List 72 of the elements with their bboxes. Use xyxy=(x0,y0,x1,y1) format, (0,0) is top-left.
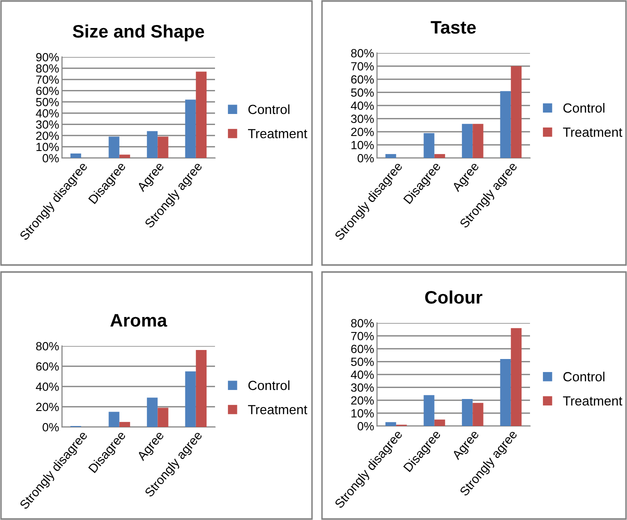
bar xyxy=(434,420,446,426)
legend-label: Treatment xyxy=(563,128,622,137)
bar xyxy=(119,154,130,158)
y-tick-label: 50% xyxy=(36,98,59,106)
bar xyxy=(424,133,434,158)
y-tick-label: 40% xyxy=(350,102,374,110)
bar xyxy=(385,422,396,426)
y-tick-label: 60% xyxy=(36,362,59,371)
y-tick-label: 80% xyxy=(36,342,59,350)
y-tick-label: 10% xyxy=(36,142,59,152)
y-tick-label: 10% xyxy=(351,409,374,418)
y-tick-label: 70% xyxy=(351,62,374,71)
bar xyxy=(424,395,434,426)
y-tick-label: 70% xyxy=(351,332,374,340)
y-tick-label: 50% xyxy=(351,358,374,366)
y-tick-label: 0% xyxy=(358,422,374,430)
y-tick-label: 20% xyxy=(351,128,374,136)
bar xyxy=(185,100,196,158)
y-tick-label: 80% xyxy=(351,319,374,328)
bar xyxy=(196,72,207,158)
y-tick-label: 60% xyxy=(36,86,59,96)
legend-label: Control xyxy=(248,104,290,114)
bar xyxy=(119,422,130,427)
bar xyxy=(146,398,158,427)
y-tick-label: 90% xyxy=(36,53,59,62)
bar xyxy=(510,328,522,426)
y-tick-label: 20% xyxy=(36,132,59,140)
y-tick-label: 30% xyxy=(351,114,374,124)
bar xyxy=(108,136,120,158)
y-tick-label: 50% xyxy=(351,88,374,97)
y-tick-label: 60% xyxy=(351,75,374,84)
bar xyxy=(510,66,522,158)
y-tick-label: 0% xyxy=(42,423,59,432)
y-tick-label: 40% xyxy=(36,382,59,391)
bar xyxy=(70,154,82,158)
bar xyxy=(434,154,446,158)
bar xyxy=(196,350,207,427)
legend-label: Treatment xyxy=(248,129,308,138)
legend-label: Control xyxy=(248,380,290,390)
bar xyxy=(158,408,168,427)
y-tick-label: 40% xyxy=(350,370,374,379)
y-tick-label: 0% xyxy=(42,154,59,162)
chart-title: Aroma xyxy=(110,314,168,327)
legend-label: Treatment xyxy=(563,396,622,406)
bar xyxy=(158,136,168,158)
bar xyxy=(462,124,473,158)
bar xyxy=(500,359,511,426)
y-tick-label: 40% xyxy=(36,109,59,118)
bar xyxy=(385,154,396,158)
y-tick-label: 70% xyxy=(36,75,59,84)
y-tick-label: 60% xyxy=(351,344,374,354)
chart-title: Colour xyxy=(425,290,482,304)
y-tick-label: 20% xyxy=(351,396,374,405)
legend-label: Control xyxy=(563,372,604,382)
y-tick-label: 80% xyxy=(351,49,374,58)
bar xyxy=(472,124,484,158)
y-tick-label: 20% xyxy=(36,402,59,412)
y-tick-label: 30% xyxy=(36,120,59,129)
bar xyxy=(462,398,473,426)
y-tick-label: 80% xyxy=(36,64,59,73)
chart-title: Size and Shape xyxy=(72,24,204,42)
legend-label: Control xyxy=(563,103,604,113)
bar xyxy=(108,412,120,427)
y-tick-label: 30% xyxy=(351,383,374,392)
bar xyxy=(472,402,484,426)
chart-title: Taste xyxy=(430,21,476,34)
legend-label: Treatment xyxy=(248,405,308,414)
y-tick-label: 10% xyxy=(351,140,374,150)
y-tick-label: 0% xyxy=(358,154,374,162)
bar xyxy=(500,91,511,158)
bar xyxy=(146,131,158,158)
bar xyxy=(185,371,196,427)
